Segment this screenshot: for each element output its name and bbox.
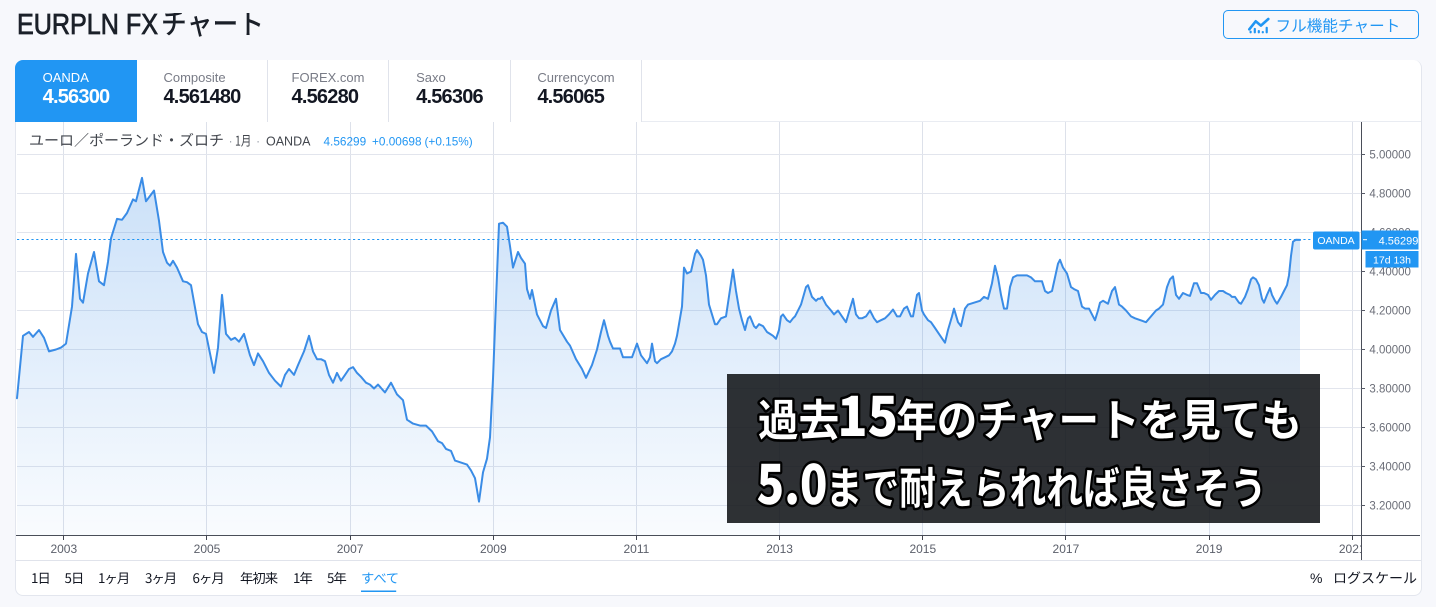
svg-text:4.56299: 4.56299 [324, 135, 367, 149]
svg-text:·: · [229, 135, 233, 149]
svg-text:2003: 2003 [50, 542, 77, 556]
svg-text:%: % [1310, 570, 1322, 586]
svg-text:17d 13h: 17d 13h [1373, 254, 1411, 266]
svg-text:2021: 2021 [1339, 542, 1366, 556]
svg-text:4.40000: 4.40000 [1369, 265, 1411, 279]
svg-text:4.20000: 4.20000 [1369, 304, 1411, 318]
svg-text:2015: 2015 [909, 542, 936, 556]
svg-text:·: · [256, 135, 260, 149]
svg-text:2017: 2017 [1053, 542, 1080, 556]
svg-text:2005: 2005 [194, 542, 221, 556]
svg-text:3.40000: 3.40000 [1369, 460, 1411, 474]
svg-text:3.80000: 3.80000 [1369, 382, 1411, 396]
svg-text:4.00000: 4.00000 [1369, 343, 1411, 357]
svg-text:2011: 2011 [623, 542, 649, 556]
svg-text:4.56299: 4.56299 [1379, 235, 1419, 247]
svg-text:OANDA: OANDA [1317, 235, 1354, 247]
svg-text:3.60000: 3.60000 [1369, 421, 1411, 435]
svg-text:2009: 2009 [480, 542, 507, 556]
svg-text:2013: 2013 [766, 542, 793, 556]
svg-text:4.80000: 4.80000 [1369, 187, 1411, 201]
svg-text:3.20000: 3.20000 [1369, 499, 1411, 513]
svg-text:EURPLN FX: EURPLN FX [17, 13, 158, 41]
svg-text:2007: 2007 [337, 542, 364, 556]
svg-text:(+0.15%): (+0.15%) [425, 135, 473, 149]
svg-text:5.00000: 5.00000 [1369, 148, 1411, 162]
svg-text:OANDA: OANDA [266, 135, 311, 149]
svg-text:2019: 2019 [1196, 542, 1223, 556]
svg-text:+0.00698: +0.00698 [372, 135, 422, 149]
